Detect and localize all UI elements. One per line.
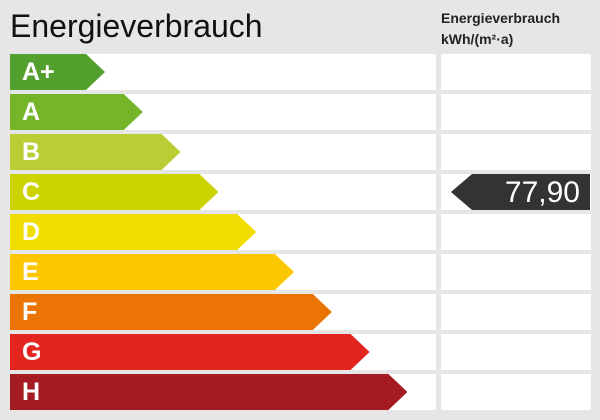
energy-class-row: F	[10, 294, 436, 330]
value-cell	[441, 94, 591, 130]
energy-class-row: D	[10, 214, 436, 250]
energy-class-row: G	[10, 334, 436, 370]
energy-class-arrow: H	[10, 374, 408, 410]
value-cell	[441, 54, 591, 90]
energy-class-arrow: A	[10, 94, 143, 130]
value-cell	[441, 294, 591, 330]
unit-label: Energieverbrauch kWh/(m²·a)	[441, 8, 560, 50]
energy-class-row: H	[10, 374, 436, 410]
value-cell	[441, 334, 591, 370]
energy-class-arrow: D	[10, 214, 257, 250]
energy-class-arrow: B	[10, 134, 181, 170]
energy-class-arrow: C	[10, 174, 219, 210]
unit-label-line1: Energieverbrauch	[441, 10, 561, 26]
value-cell: 77,90	[441, 174, 591, 210]
energy-class-arrow: G	[10, 334, 370, 370]
consumption-value-marker: 77,90	[451, 174, 590, 210]
page-title: Energieverbrauch	[10, 8, 263, 44]
energy-class-row: A+	[10, 54, 436, 90]
energy-class-arrow: F	[10, 294, 332, 330]
energy-class-row: B	[10, 134, 436, 170]
energy-class-row: C	[10, 174, 436, 210]
energy-class-arrow: A+	[10, 54, 105, 90]
value-cell	[441, 254, 591, 290]
unit-label-line2: kWh/(m²·a)	[441, 31, 514, 47]
value-cell	[441, 134, 591, 170]
value-cell	[441, 214, 591, 250]
energy-class-arrow: E	[10, 254, 294, 290]
energy-class-row: E	[10, 254, 436, 290]
value-cell	[441, 374, 591, 410]
energy-class-row: A	[10, 94, 436, 130]
